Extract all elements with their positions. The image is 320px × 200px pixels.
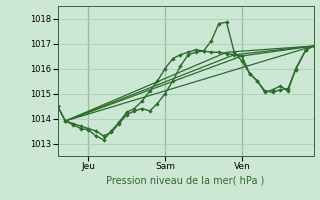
X-axis label: Pression niveau de la mer( hPa ): Pression niveau de la mer( hPa ) (107, 175, 265, 185)
